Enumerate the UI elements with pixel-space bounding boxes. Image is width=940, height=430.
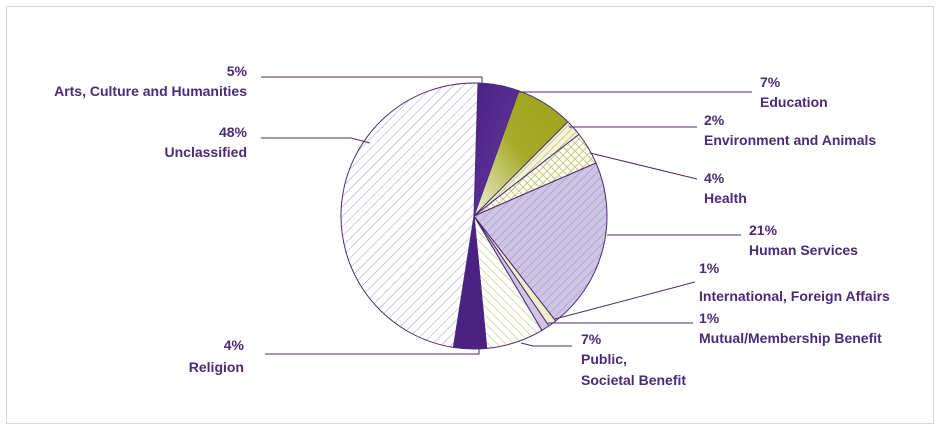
slice-label-environment-animals: Environment and Animals bbox=[704, 132, 876, 148]
slice-percent-unclassified: 48% bbox=[219, 124, 248, 140]
slice-label-mutual-membership-benefit: Mutual/Membership Benefit bbox=[699, 330, 882, 346]
pie-slice-unclassified bbox=[340, 82, 479, 348]
leader-line-religion bbox=[265, 347, 480, 355]
slice-percent-religion: 4% bbox=[224, 337, 245, 353]
slice-label-education: Education bbox=[760, 94, 828, 110]
slice-percent-education: 7% bbox=[760, 74, 781, 90]
leader-line-health bbox=[589, 152, 698, 180]
slice-percent-public-societal-benefit: 7% bbox=[581, 331, 602, 347]
slice-percent-environment-animals: 2% bbox=[704, 112, 725, 128]
leader-line-arts-culture-humanities bbox=[261, 76, 483, 85]
slice-percent-mutual-membership-benefit: 1% bbox=[699, 310, 720, 326]
slice-label-unclassified: Unclassified bbox=[165, 144, 247, 160]
slice-percent-international-foreign-affairs: 1% bbox=[699, 260, 720, 276]
slice-label-international-foreign-affairs: International, Foreign Affairs bbox=[699, 288, 890, 304]
slice-label-public-societal-benefit-line2: Societal Benefit bbox=[581, 372, 686, 388]
leader-line-international-foreign-affairs bbox=[554, 281, 696, 320]
slice-percent-arts-culture-humanities: 5% bbox=[227, 63, 248, 79]
leader-line-unclassified bbox=[261, 137, 371, 144]
pie-chart: 5% Arts, Culture and Humanities 7% Educatio… bbox=[54, 63, 890, 388]
chart-frame: 5% Arts, Culture and Humanities 7% Educatio… bbox=[6, 6, 934, 424]
slice-label-human-services: Human Services bbox=[749, 242, 858, 258]
slice-label-health: Health bbox=[704, 190, 747, 206]
slice-percent-health: 4% bbox=[704, 170, 725, 186]
pie-slice-human-services bbox=[473, 162, 608, 322]
leader-line-public-societal-benefit bbox=[520, 342, 572, 347]
slice-label-public-societal-benefit: Public, bbox=[581, 351, 627, 367]
slice-label-religion: Religion bbox=[189, 359, 244, 375]
slice-percent-human-services: 21% bbox=[749, 222, 778, 238]
slice-label-arts-culture-humanities: Arts, Culture and Humanities bbox=[54, 83, 247, 99]
